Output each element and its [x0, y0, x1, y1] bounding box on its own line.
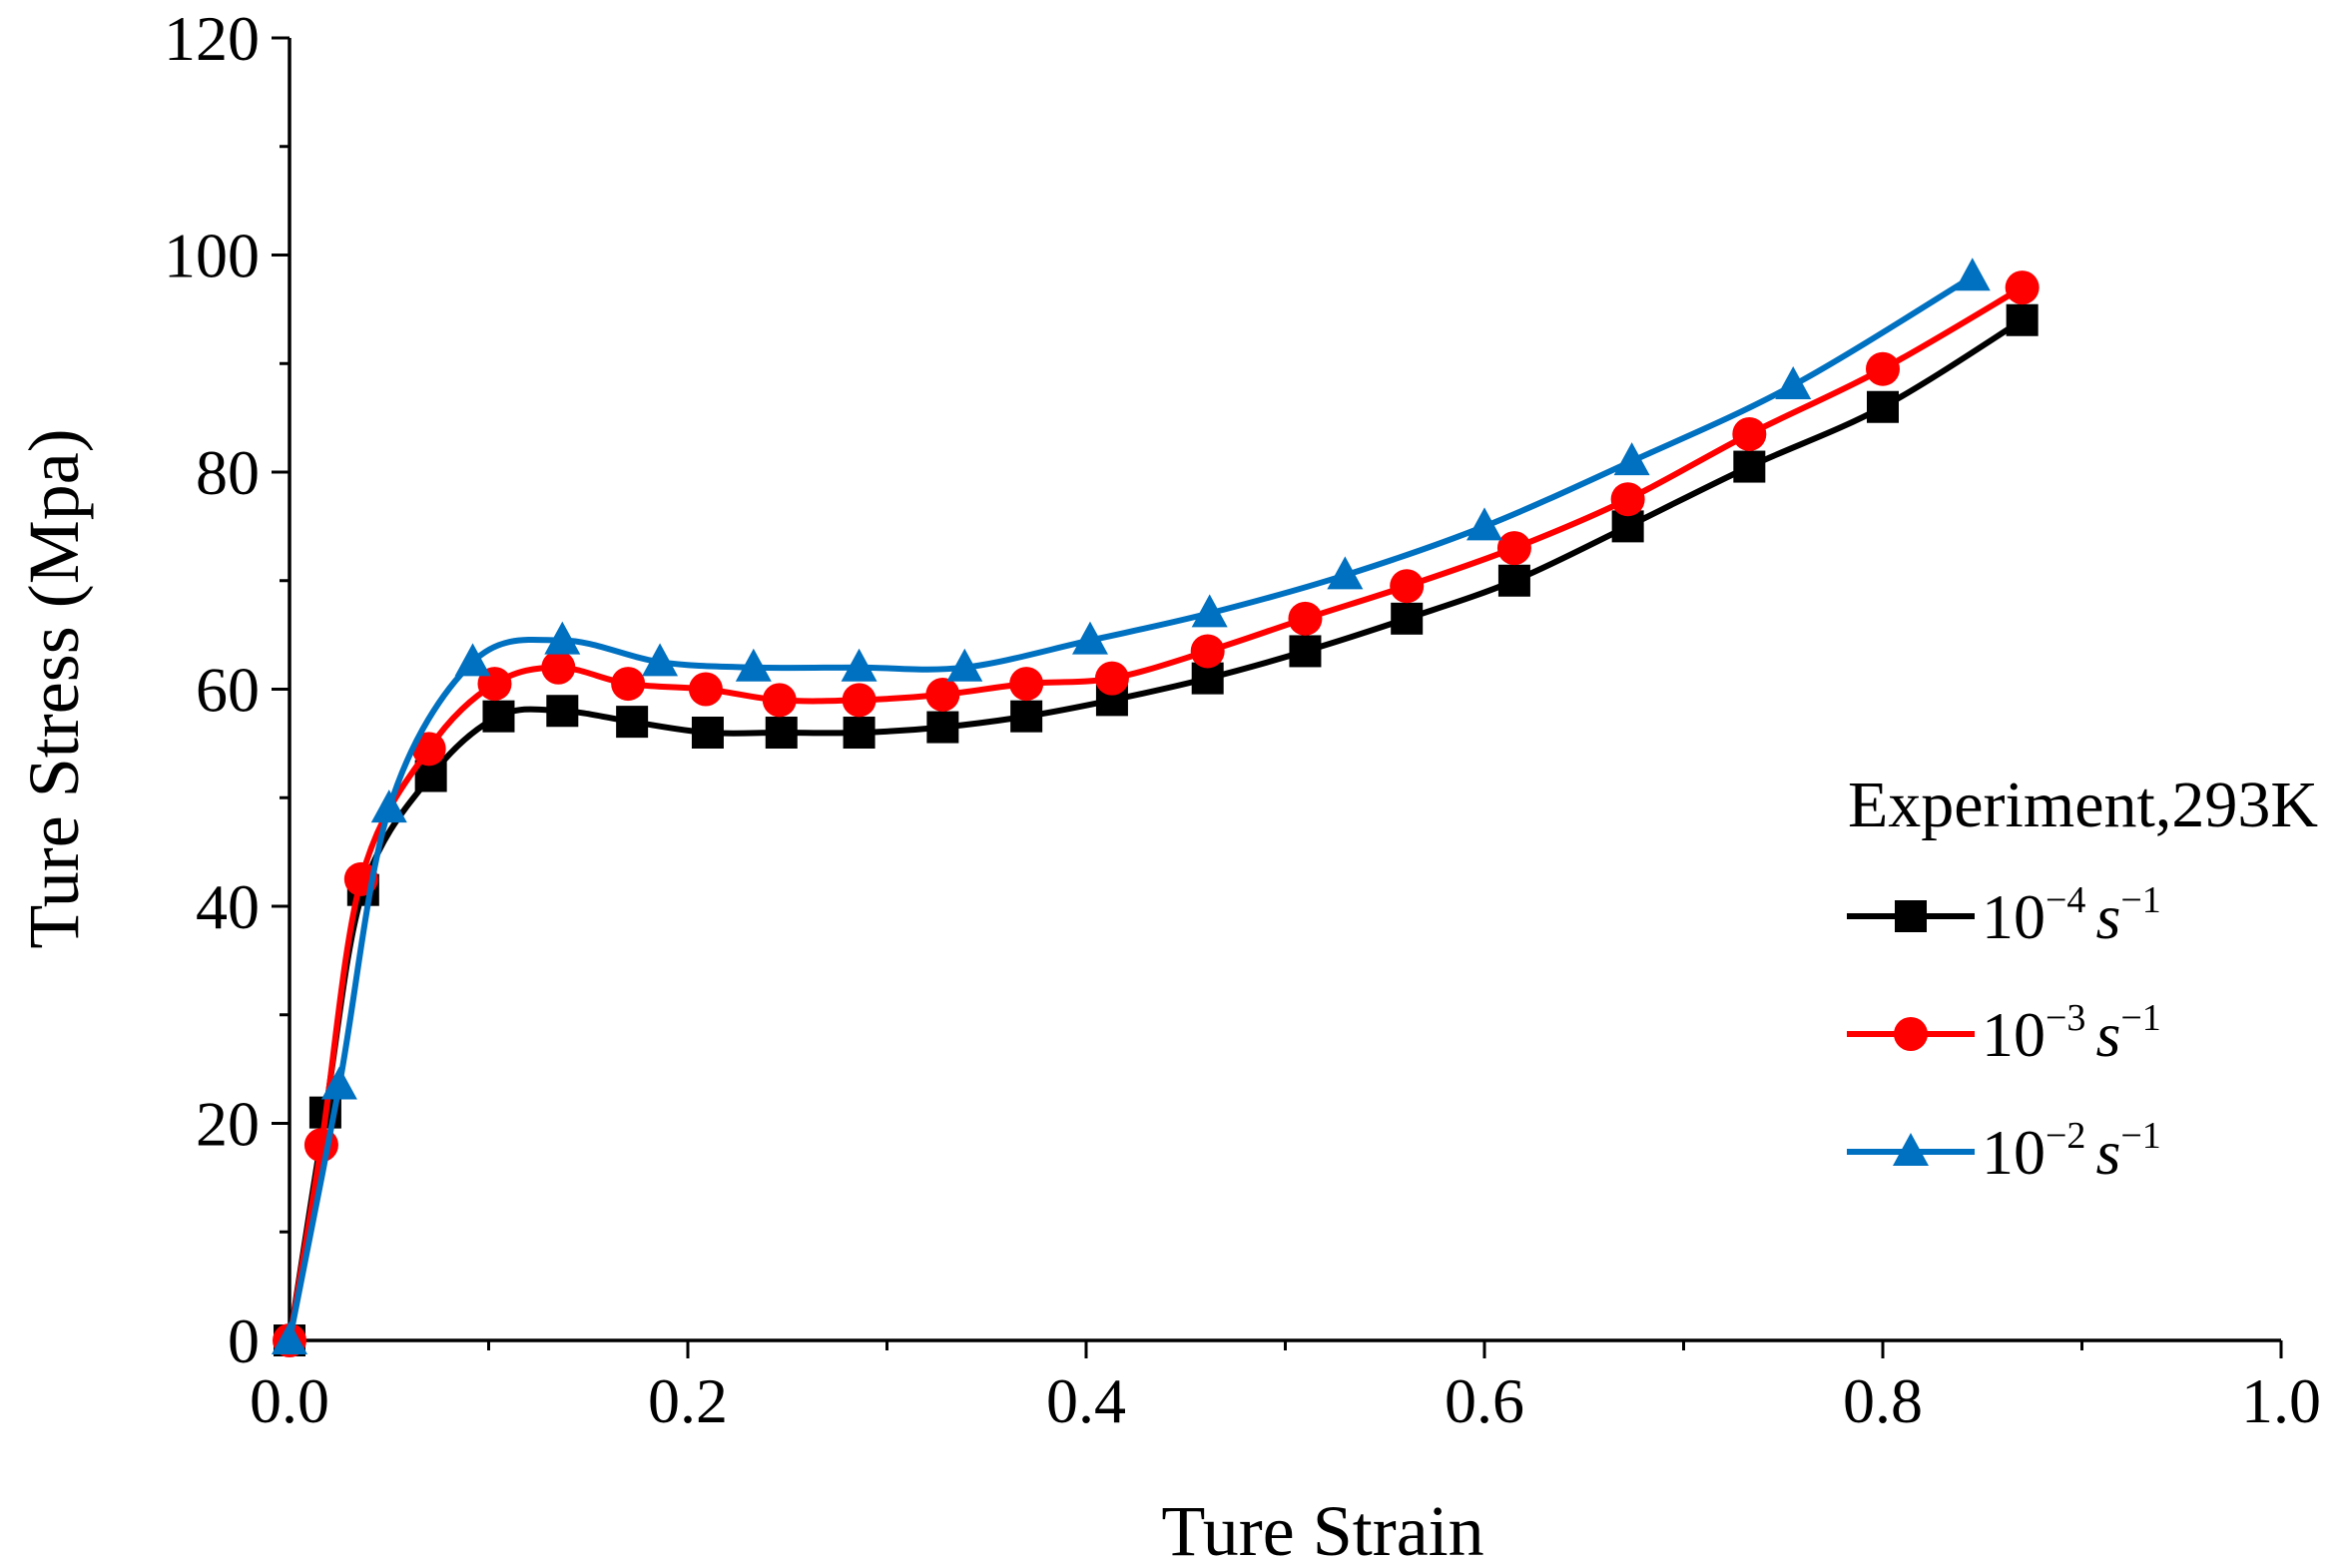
legend-base: 10 — [1982, 999, 2046, 1070]
legend-base: 10 — [1982, 1117, 2046, 1188]
legend-unit: s — [2095, 1117, 2120, 1188]
legend: Experiment,293K 10−4 s−110−3 s−110−2 s−1 — [1847, 769, 2318, 1188]
data-point-circle — [925, 677, 960, 712]
legend-unit: s — [2095, 999, 2120, 1070]
legend-marker-square — [1895, 900, 1927, 932]
legend-label: 10−4 s−1 — [1982, 879, 2161, 952]
data-point-square — [482, 700, 515, 733]
data-point-circle — [1009, 667, 1044, 702]
data-point-square — [926, 711, 959, 744]
legend-unit-exponent: −1 — [2120, 1115, 2160, 1157]
data-point-triangle — [1327, 556, 1364, 590]
series-circle — [273, 270, 2040, 1357]
data-point-triangle — [454, 643, 491, 677]
data-point-square — [1391, 602, 1424, 635]
y-axis-title: Ture Stress (Mpa) — [14, 428, 94, 948]
data-point-triangle — [642, 643, 679, 677]
data-point-triangle — [946, 648, 983, 682]
data-point-circle — [2005, 270, 2040, 305]
data-point-circle — [541, 650, 576, 685]
legend-unit-exponent: −1 — [2120, 997, 2160, 1039]
x-ticks: 0.0 0.2 0.4 0.6 0.8 1.0 — [250, 1340, 2321, 1436]
y-tick-label: 120 — [164, 3, 260, 74]
data-point-circle — [1288, 601, 1323, 636]
x-tick-label: 0.2 — [648, 1365, 728, 1436]
series-triangle — [272, 258, 1991, 1354]
legend-label: 10−3 s−1 — [1982, 997, 2161, 1070]
data-point-square — [2006, 303, 2039, 336]
y-ticks: 0 20 40 60 80 100 120 — [164, 3, 290, 1376]
data-point-triangle — [272, 1321, 307, 1354]
y-tick-label: 80 — [196, 437, 260, 508]
data-point-triangle — [544, 621, 581, 655]
data-point-circle — [1190, 634, 1225, 669]
legend-title: Experiment,293K — [1848, 769, 2318, 841]
data-point-circle — [1094, 661, 1129, 696]
y-tick-label: 20 — [196, 1089, 260, 1160]
data-point-circle — [1866, 351, 1900, 386]
y-tick-label: 40 — [196, 871, 260, 942]
data-point-triangle — [370, 789, 407, 823]
x-tick-label: 0.6 — [1445, 1365, 1524, 1436]
data-point-circle — [842, 683, 877, 718]
data-point-square — [1497, 564, 1530, 597]
data-point-circle — [1732, 416, 1767, 451]
data-point-square — [1289, 635, 1322, 668]
data-point-triangle — [1191, 594, 1228, 628]
x-tick-label: 1.0 — [2241, 1365, 2321, 1436]
legend-unit-exponent: −1 — [2120, 879, 2160, 921]
legend-entry: 10−4 s−1 — [1847, 879, 2161, 952]
x-tick-label: 0.8 — [1843, 1365, 1923, 1436]
x-tick-label: 0.4 — [1046, 1365, 1126, 1436]
legend-base: 10 — [1982, 881, 2046, 952]
data-point-circle — [1496, 531, 1531, 566]
data-point-triangle — [841, 648, 878, 682]
x-axis-title: Ture Strain — [1161, 1491, 1483, 1568]
legend-exponent: −3 — [2046, 997, 2085, 1039]
y-tick-label: 60 — [196, 655, 260, 726]
data-point-circle — [303, 1128, 338, 1163]
data-point-triangle — [1466, 507, 1502, 541]
x-tick-label: 0.0 — [250, 1365, 329, 1436]
data-point-square — [1733, 450, 1766, 483]
legend-exponent: −4 — [2046, 879, 2085, 921]
y-tick-label: 0 — [228, 1306, 260, 1376]
legend-unit: s — [2095, 881, 2120, 952]
legend-entry: 10−3 s−1 — [1847, 997, 2161, 1070]
data-point-square — [1867, 390, 1899, 423]
data-point-triangle — [1613, 442, 1650, 476]
data-point-triangle — [1954, 258, 1991, 291]
data-point-circle — [762, 683, 797, 718]
legend-exponent: −2 — [2046, 1115, 2085, 1157]
series-layer — [272, 258, 2040, 1357]
data-point-circle — [411, 732, 446, 767]
series-line-circle — [287, 284, 2026, 1343]
data-point-circle — [611, 667, 646, 702]
data-point-circle — [1610, 482, 1645, 517]
data-point-square — [765, 717, 798, 749]
series-line-triangle — [287, 273, 1976, 1343]
data-point-circle — [688, 672, 723, 707]
data-point-triangle — [320, 1066, 357, 1100]
legend-marker-triangle — [1893, 1133, 1929, 1166]
y-tick-label: 100 — [164, 221, 260, 291]
legend-entry: 10−2 s−1 — [1847, 1115, 2161, 1188]
data-point-circle — [1390, 569, 1425, 604]
data-point-square — [843, 717, 876, 749]
data-point-square — [691, 717, 724, 749]
data-point-square — [616, 706, 649, 739]
data-point-square — [1010, 700, 1043, 733]
legend-label: 10−2 s−1 — [1982, 1115, 2161, 1188]
legend-marker-circle — [1894, 1017, 1928, 1051]
legend-entries: 10−4 s−110−3 s−110−2 s−1 — [1847, 879, 2161, 1188]
data-point-triangle — [1775, 366, 1812, 399]
series-square — [274, 303, 2039, 1356]
data-point-triangle — [735, 648, 772, 682]
data-point-square — [546, 695, 579, 728]
data-point-triangle — [1071, 621, 1108, 655]
